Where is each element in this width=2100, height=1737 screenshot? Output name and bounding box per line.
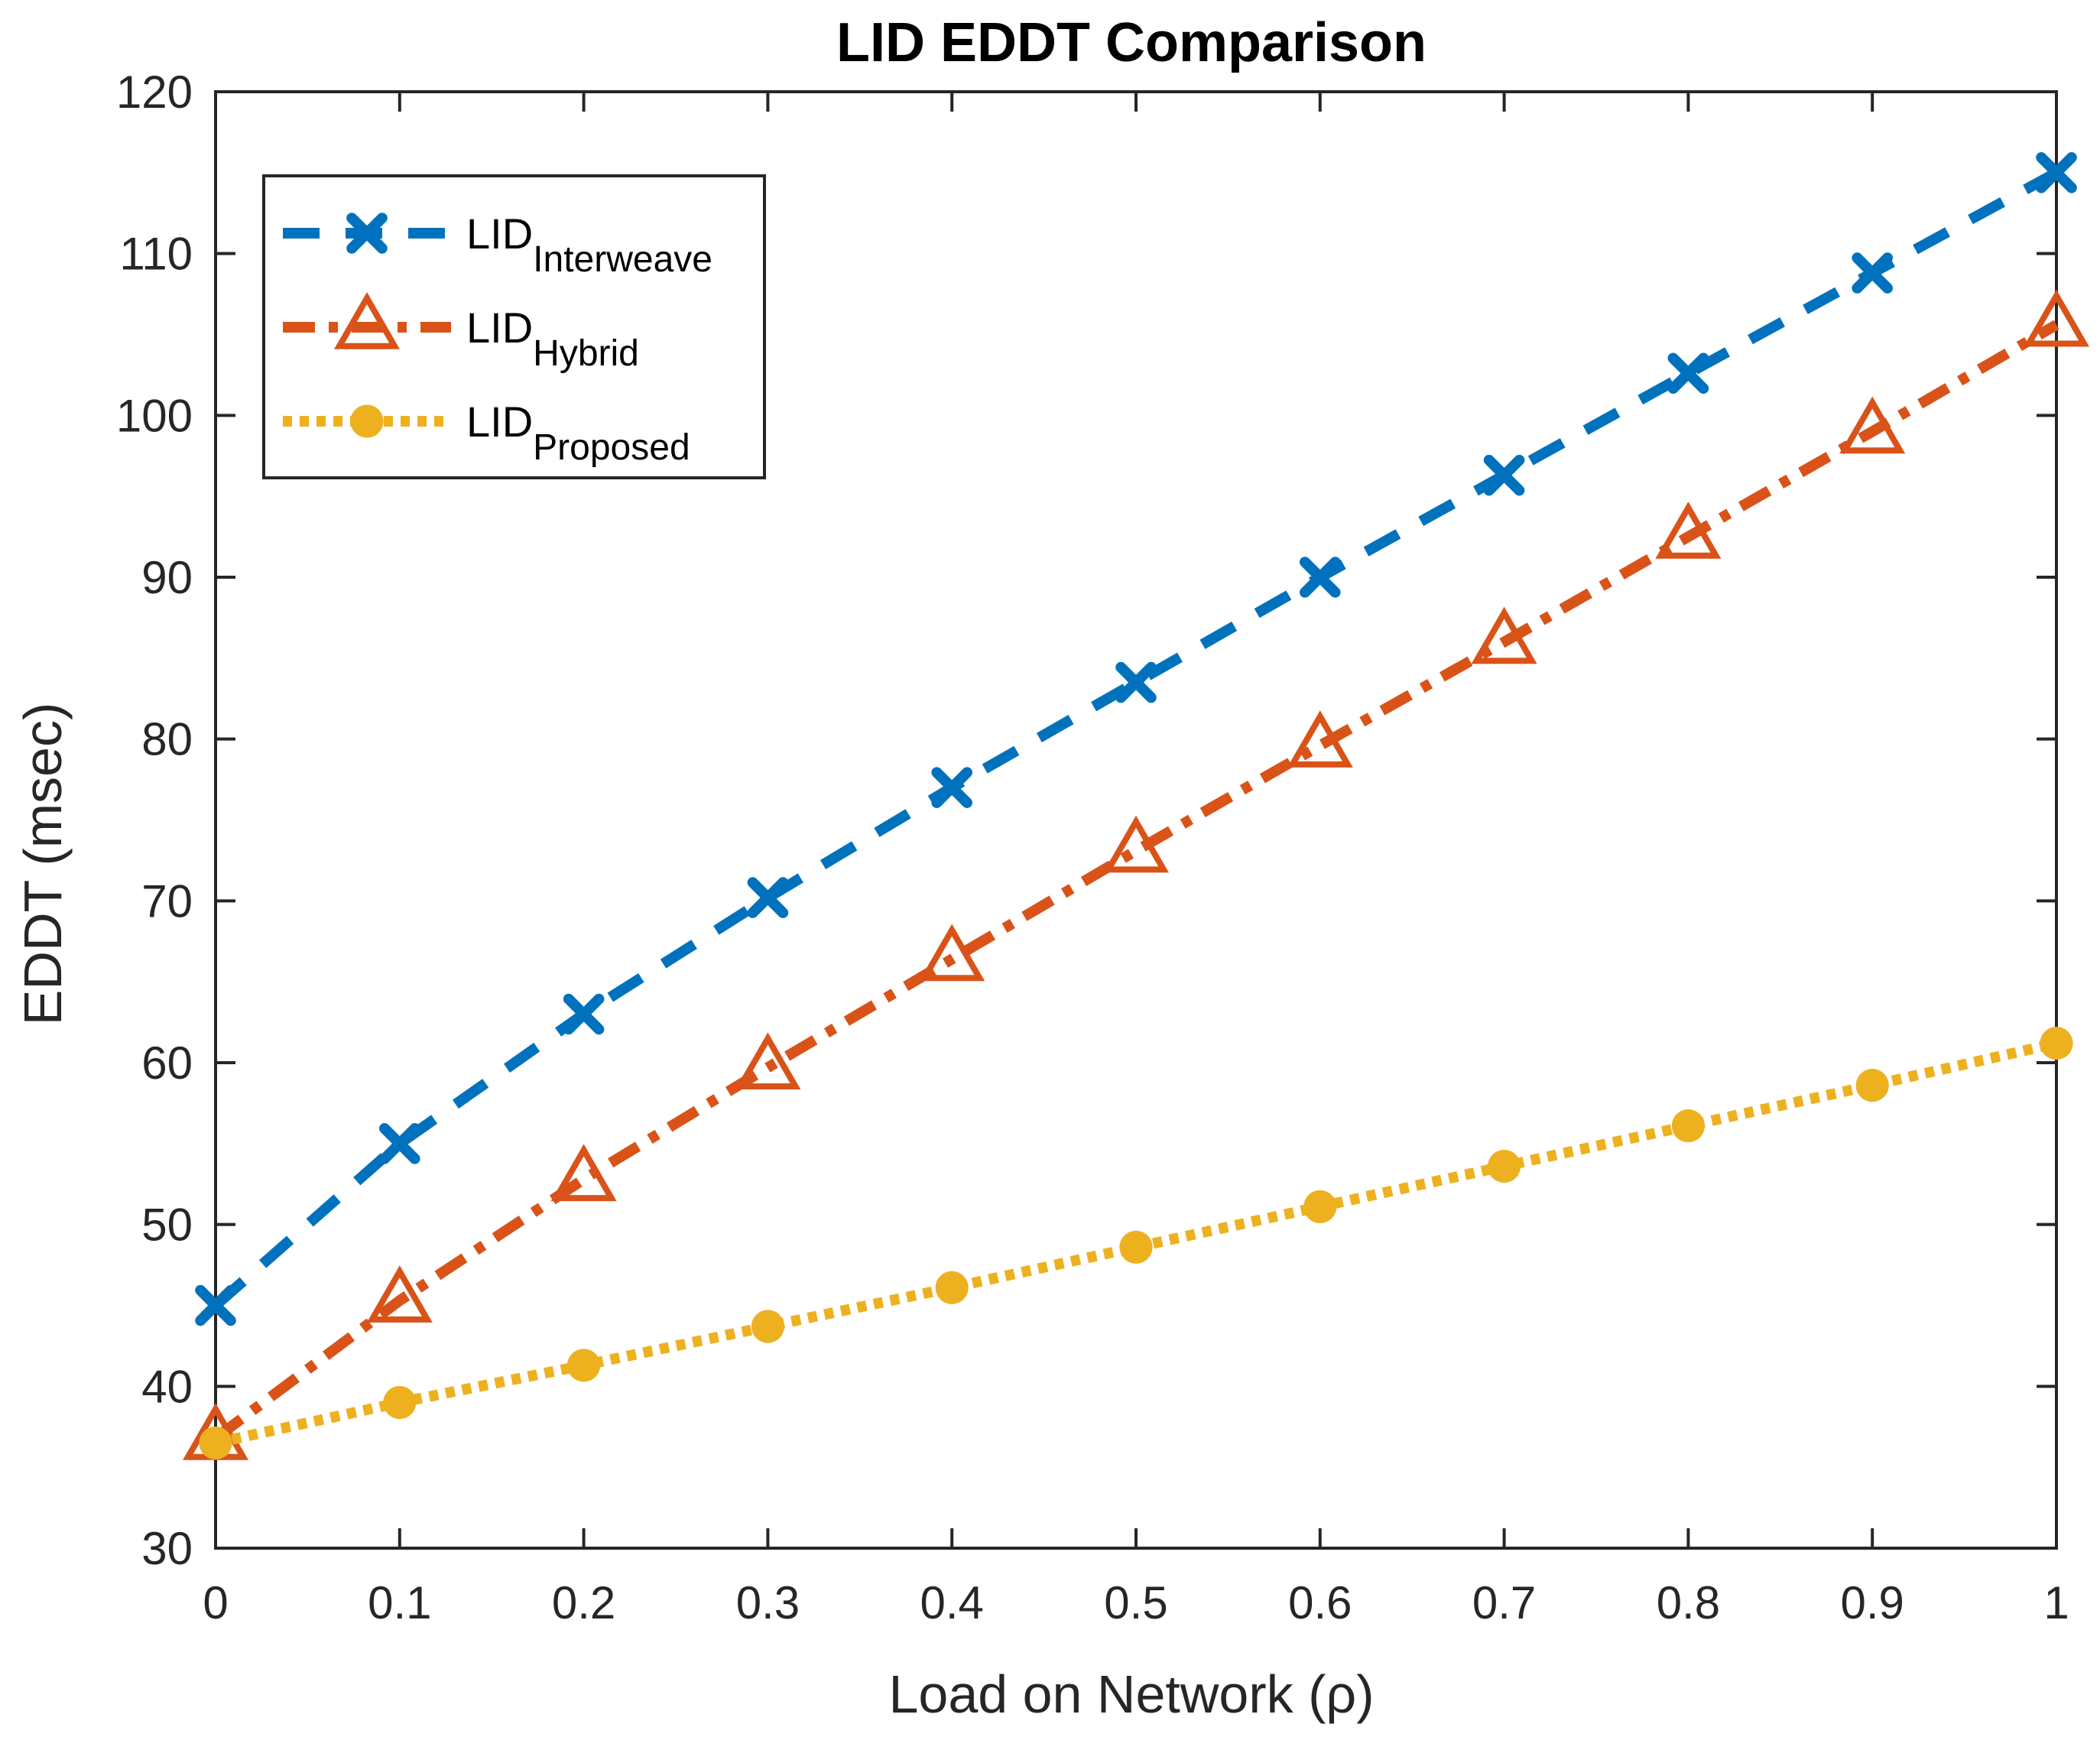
- triangle-marker: [1102, 815, 1170, 873]
- series-group: [182, 152, 2090, 1460]
- circle-marker: [1855, 1069, 1889, 1102]
- legend-item: LIDInterweave: [283, 209, 712, 280]
- triangle-marker: [550, 1144, 617, 1202]
- chart-title: LID EDDT Comparison: [836, 12, 1427, 73]
- y-tick-label: 30: [141, 1523, 193, 1574]
- circle-marker: [1671, 1109, 1705, 1143]
- x-tick-label: 1: [2043, 1577, 2069, 1628]
- y-tick-label: 40: [141, 1361, 193, 1412]
- triangle-marker: [1471, 606, 1537, 664]
- series-line: [212, 167, 2059, 1310]
- x-tick-label: 0.4: [920, 1577, 983, 1628]
- x-marker: [1667, 352, 1709, 394]
- y-tick-label: 70: [141, 875, 193, 927]
- y-tick-label: 120: [116, 67, 193, 118]
- triangle-marker: [366, 1265, 433, 1323]
- triangle-marker: [1839, 396, 1906, 454]
- legend-label: LIDProposed: [466, 398, 690, 468]
- x-marker: [1115, 661, 1157, 703]
- triangle-marker: [1287, 710, 1353, 768]
- x-axis: 0 0.1 0.2 0.3 0.4 0.5 0.6 0.7 0.8 0.9 1: [203, 92, 2069, 1628]
- x-marker: [1483, 454, 1525, 496]
- series-hybrid: [182, 289, 2090, 1460]
- y-tick-label: 80: [141, 714, 193, 765]
- x-marker: [379, 1123, 420, 1164]
- x-tick-label: 0.7: [1472, 1577, 1536, 1628]
- x-marker: [563, 993, 605, 1035]
- triangle-marker: [919, 924, 985, 982]
- triangle-marker: [735, 1032, 801, 1090]
- series-interweave: [195, 152, 2077, 1326]
- circle-marker: [751, 1310, 784, 1343]
- circle-marker: [350, 404, 384, 438]
- circle-marker: [2040, 1027, 2073, 1060]
- x-tick-label: 0.9: [1840, 1577, 1904, 1628]
- triangle-marker: [1655, 502, 1722, 559]
- x-tick-label: 0.2: [552, 1577, 615, 1628]
- circle-marker: [1488, 1149, 1521, 1183]
- series-line: [214, 1037, 2058, 1449]
- x-tick-label: 0: [203, 1577, 228, 1628]
- circle-marker: [199, 1426, 232, 1460]
- x-tick-label: 0.8: [1657, 1577, 1720, 1628]
- y-tick-label: 50: [141, 1200, 193, 1251]
- x-marker: [747, 877, 789, 918]
- x-marker: [195, 1284, 236, 1326]
- legend-label: LIDInterweave: [466, 209, 712, 280]
- y-tick-label: 90: [141, 552, 193, 603]
- legend: LIDInterweave LIDHybrid LIDProposed: [262, 174, 766, 479]
- legend-item: LIDHybrid: [283, 291, 639, 374]
- triangle-marker: [333, 291, 401, 349]
- series-line: [212, 320, 2059, 1443]
- y-axis: 30 40 50 60 70 80 90 100 110 120: [116, 67, 2056, 1574]
- triangle-marker: [2023, 289, 2090, 347]
- x-tick-label: 0.3: [736, 1577, 800, 1628]
- y-tick-label: 60: [141, 1037, 193, 1089]
- legend-label: LIDHybrid: [466, 304, 639, 374]
- x-marker: [346, 213, 388, 254]
- circle-marker: [567, 1349, 601, 1382]
- y-axis-label: EDDT (msec): [13, 703, 73, 1026]
- y-tick-label: 110: [119, 229, 193, 280]
- x-tick-label: 0.6: [1288, 1577, 1352, 1628]
- x-axis-label: Load on Network (ρ): [888, 1664, 1374, 1724]
- x-marker: [2036, 152, 2077, 193]
- y-tick-label: 100: [116, 390, 193, 441]
- circle-marker: [1303, 1190, 1337, 1223]
- x-tick-label: 0.5: [1104, 1577, 1167, 1628]
- x-marker: [931, 767, 972, 808]
- x-marker: [1300, 557, 1341, 598]
- x-tick-label: 0.1: [368, 1577, 431, 1628]
- legend-item: LIDProposed: [283, 398, 690, 468]
- x-marker: [1852, 252, 1893, 294]
- circle-marker: [383, 1385, 417, 1420]
- circle-marker: [935, 1271, 969, 1304]
- series-proposed: [199, 1027, 2073, 1460]
- circle-marker: [1119, 1230, 1153, 1264]
